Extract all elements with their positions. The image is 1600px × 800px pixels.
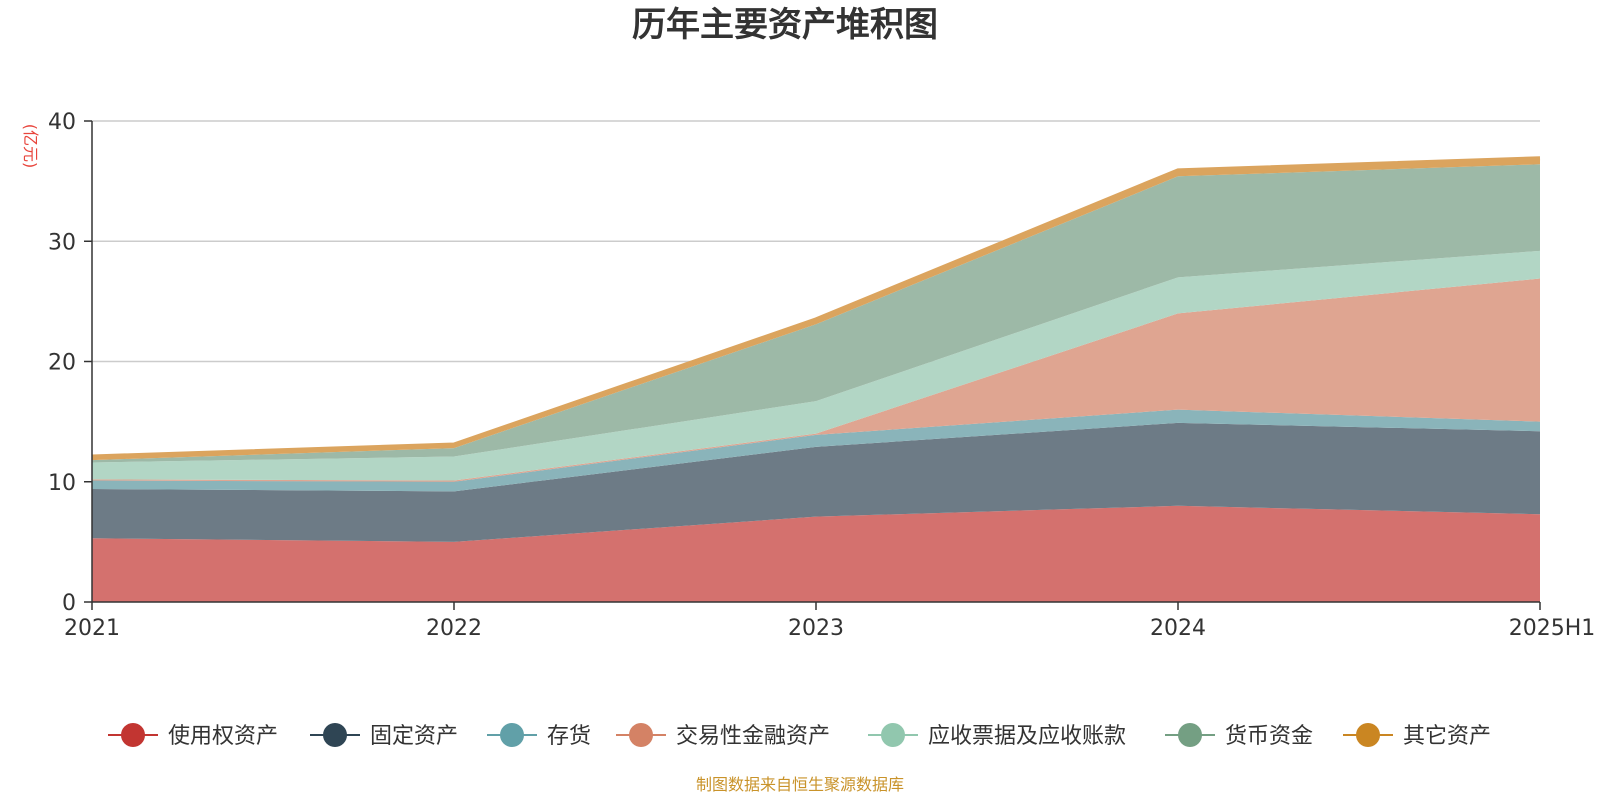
- legend-label: 交易性金融资产: [676, 724, 830, 749]
- legend-item[interactable]: 使用权资产: [108, 723, 278, 749]
- legend-item[interactable]: 货币资金: [1165, 723, 1313, 749]
- area-3: [92, 409, 1540, 492]
- legend-item[interactable]: 交易性金融资产: [616, 723, 830, 749]
- y-tick-label: 0: [62, 591, 76, 616]
- x-tick-label: 2022: [426, 616, 482, 641]
- legend-marker-icon: [500, 723, 524, 747]
- x-tick-label: 2021: [64, 616, 120, 641]
- legend-marker-icon: [881, 723, 905, 747]
- legend-label: 应收票据及应收账款: [928, 724, 1126, 749]
- legend-marker-icon: [323, 723, 347, 747]
- y-tick-label: 10: [48, 471, 76, 496]
- y-tick-label: 30: [48, 230, 76, 255]
- area-1: [92, 505, 1540, 602]
- legend-label: 货币资金: [1225, 724, 1313, 749]
- axes: 0 10 20 30 40 2021 2022 2023 2024 2025H1: [48, 110, 1595, 641]
- y-tick-label: 40: [48, 110, 76, 135]
- legend-marker-icon: [121, 723, 145, 747]
- area-6: [92, 164, 1540, 463]
- data-source-note: 制图数据来自恒生聚源数据库: [696, 775, 904, 794]
- legend-label: 存货: [547, 724, 591, 749]
- x-tick-label: 2024: [1150, 616, 1206, 641]
- area-5: [92, 250, 1540, 481]
- x-tick-label: 2025H1: [1509, 616, 1596, 641]
- legend-item[interactable]: 应收票据及应收账款: [868, 723, 1126, 749]
- area-series-group: [91, 156, 1541, 602]
- legend-marker-icon: [1356, 723, 1380, 747]
- legend-marker-icon: [1178, 723, 1202, 747]
- x-tick-label: 2023: [788, 616, 844, 641]
- legend: 使用权资产 固定资产 存货 交易性金融资产 应收票据及应收账款 货币资金 其它资产: [108, 723, 1491, 749]
- legend-item[interactable]: 存货: [487, 723, 591, 749]
- legend-label: 使用权资产: [168, 724, 278, 749]
- y-tick-label: 20: [48, 351, 76, 376]
- area-line-7: [91, 156, 1541, 459]
- legend-label: 固定资产: [370, 724, 458, 749]
- legend-item[interactable]: 固定资产: [310, 723, 458, 749]
- legend-label: 其它资产: [1403, 724, 1491, 749]
- legend-item[interactable]: 其它资产: [1343, 723, 1491, 749]
- legend-marker-icon: [629, 723, 653, 747]
- y-axis-unit-label: (亿元): [21, 124, 40, 169]
- area-4: [92, 278, 1540, 482]
- chart-title: 历年主要资产堆积图: [632, 5, 938, 45]
- area-2: [92, 422, 1540, 542]
